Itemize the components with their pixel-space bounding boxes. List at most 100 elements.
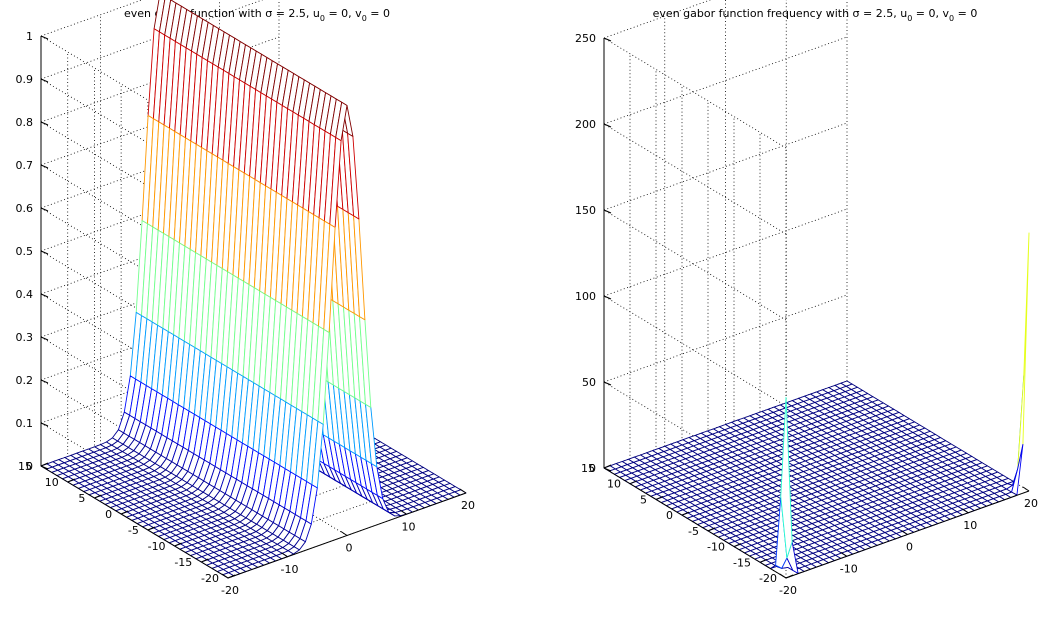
y-tick-label: 0 <box>666 509 673 522</box>
gridline-leftwall-z <box>603 209 787 321</box>
y-tick-label: -15 <box>733 556 751 569</box>
z-tick-mark <box>40 121 49 126</box>
surface-mesh <box>40 0 467 579</box>
z-tick-mark <box>603 209 612 214</box>
gridline-leftwall-z <box>40 121 229 235</box>
y-tick-mark <box>174 542 182 547</box>
x-tick-mark <box>840 551 848 557</box>
axes: -20-1001020-20-15-10-505101500.10.20.30.… <box>16 30 476 597</box>
x-tick-mark <box>340 531 348 536</box>
z-tick-mark <box>40 379 49 384</box>
surface-plot-gabor: even gabor function with σ = 2.5, u0 = 0… <box>16 0 476 597</box>
gridline-leftwall-z <box>603 37 787 149</box>
z-tick-label: 0.9 <box>16 73 34 86</box>
z-tick-label: 0.2 <box>16 374 34 387</box>
y-tick-mark <box>759 558 768 563</box>
z-tick-mark <box>40 78 49 83</box>
y-tick-mark <box>201 558 209 563</box>
y-tick-mark <box>629 480 638 485</box>
x-tick-label: -10 <box>840 562 858 575</box>
y-tick-mark <box>147 526 156 531</box>
z-tick-label: 0.3 <box>16 331 34 344</box>
x-tick-label: -20 <box>221 584 239 597</box>
z-tick-mark <box>603 381 612 386</box>
surface-cell <box>1011 443 1024 496</box>
z-tick-mark <box>40 336 49 341</box>
plot-title: even gabor function frequency with σ = 2… <box>653 7 978 23</box>
gridline-leftwall-z <box>40 78 229 192</box>
z-tick-mark <box>603 37 612 42</box>
y-tick-label: -10 <box>707 541 725 554</box>
y-tick-label: 15 <box>18 460 32 473</box>
z-tick-mark <box>40 465 49 470</box>
y-tick-mark <box>40 462 49 467</box>
y-tick-mark <box>707 527 716 532</box>
x-tick-label: -10 <box>281 563 299 576</box>
z-tick-mark <box>603 467 612 472</box>
axes: -20-1001020-20-15-10-5051015050100150200… <box>575 32 1038 597</box>
y-tick-label: 5 <box>640 493 647 506</box>
y-tick-label: -20 <box>201 572 219 585</box>
y-tick-label: 0 <box>105 508 112 521</box>
z-tick-label: 0.6 <box>16 202 34 215</box>
x-tick-mark <box>961 508 969 514</box>
y-axis-line <box>603 467 787 579</box>
y-tick-label: -20 <box>759 572 777 585</box>
y-tick-label: -15 <box>174 556 192 569</box>
gridline-backwall-z <box>40 0 143 37</box>
z-tick-mark <box>40 164 49 169</box>
x-tick-label: 20 <box>461 499 475 512</box>
z-tick-label: 50 <box>582 376 596 389</box>
y-tick-mark <box>785 574 794 579</box>
y-tick-mark <box>120 510 129 515</box>
x-tick-mark <box>901 530 908 535</box>
x-tick-mark <box>400 509 407 515</box>
y-tick-label: -5 <box>688 525 699 538</box>
z-tick-label: 0.4 <box>16 288 34 301</box>
x-tick-label: 0 <box>906 541 913 554</box>
x-tick-label: 10 <box>402 520 416 533</box>
z-tick-label: 250 <box>575 32 596 45</box>
z-tick-mark <box>40 35 49 40</box>
y-tick-mark <box>94 494 102 499</box>
z-tick-mark <box>40 250 49 255</box>
x-tick-mark <box>779 573 787 579</box>
z-tick-label: 1 <box>26 30 33 43</box>
y-tick-label: 5 <box>78 492 85 505</box>
z-tick-label: 100 <box>575 290 596 303</box>
y-tick-label: -5 <box>128 524 139 537</box>
surface-plot-frequency: even gabor function frequency with σ = 2… <box>575 0 1038 597</box>
surface-mesh <box>603 232 1030 574</box>
z-tick-label: 0 <box>589 462 596 475</box>
z-tick-label: 200 <box>575 118 596 131</box>
gridline-leftwall-z <box>40 207 229 321</box>
x-tick-label: 20 <box>1024 497 1038 510</box>
y-tick-mark <box>733 543 742 548</box>
x-tick-label: 10 <box>963 519 977 532</box>
z-tick-label: 0.5 <box>16 245 34 258</box>
y-tick-label: 10 <box>607 478 621 491</box>
z-tick-label: 0 <box>26 460 33 473</box>
x-tick-mark <box>1022 486 1030 492</box>
z-tick-mark <box>40 293 49 298</box>
x-tick-mark <box>459 488 467 494</box>
x-tick-mark <box>221 573 229 579</box>
gridline-leftwall-z <box>40 164 229 278</box>
x-tick-mark <box>281 552 288 558</box>
y-axis-line <box>40 465 229 579</box>
y-tick-mark <box>681 511 690 516</box>
x-tick-label: 0 <box>346 542 353 555</box>
z-tick-mark <box>603 295 612 300</box>
z-tick-label: 150 <box>575 204 596 217</box>
y-tick-label: -10 <box>148 540 166 553</box>
surface-cell <box>780 396 793 559</box>
gridline-leftwall-z <box>40 35 229 149</box>
y-tick-mark <box>603 464 612 469</box>
gridline-leftwall-z <box>603 123 787 235</box>
y-tick-label: 10 <box>45 476 59 489</box>
gridline-leftwall-z <box>40 250 229 364</box>
z-tick-label: 0.1 <box>16 417 34 430</box>
y-tick-mark <box>227 574 236 579</box>
z-tick-mark <box>40 422 49 427</box>
